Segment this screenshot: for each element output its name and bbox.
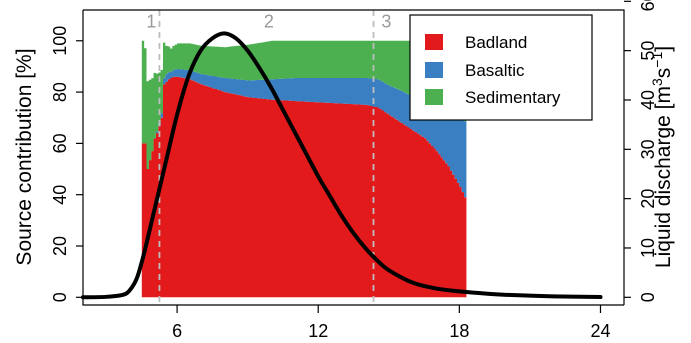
legend-swatch-sedimentary — [425, 89, 443, 105]
stacked-area-layer — [141, 40, 467, 298]
phase-label-2: 2 — [264, 12, 274, 32]
phase-label-1: 1 — [146, 12, 156, 32]
right-axis-title-sup1: 3 — [649, 78, 665, 86]
area-badland — [141, 76, 467, 298]
area-sedimentary — [141, 40, 467, 170]
left-tick-label: 100 — [50, 26, 70, 56]
right-tick-label: 0 — [638, 292, 658, 302]
right-tick-label: 20 — [638, 189, 658, 209]
plot-frame — [83, 9, 625, 305]
right-axis-title-mid: s — [652, 68, 675, 79]
phase-label-layer: 1 2 3 — [146, 12, 391, 32]
discharge-line — [81, 31, 603, 300]
plot-frame-left — [82, 10, 624, 306]
left-tick-label: 60 — [50, 133, 70, 153]
left-tick-label: 0 — [50, 292, 70, 302]
legend-swatch-basaltic — [425, 62, 443, 78]
right-y-axis: 0 10 20 30 40 50 60 — [624, 0, 658, 302]
legend-swatch-badland — [425, 34, 443, 50]
left-y-axis: 0 20 40 60 80 100 — [50, 26, 83, 302]
left-tick-label: 20 — [50, 236, 70, 256]
legend-label-sedimentary: Sedimentary — [465, 88, 561, 107]
legend-label-badland: Badland — [465, 33, 527, 52]
left-tick-label: 80 — [50, 82, 70, 102]
right-axis-title-main: Liquid discharge [m — [652, 86, 675, 268]
x-tick-label: 24 — [590, 321, 610, 341]
x-tick-label: 12 — [308, 321, 328, 341]
right-axis-title-end: ] — [652, 46, 675, 52]
legend-label-basaltic: Basaltic — [465, 61, 525, 80]
x-tick-label: 18 — [449, 321, 469, 341]
right-tick-label: 60 — [638, 0, 658, 11]
right-axis-title: Liquid discharge [m3s−1] — [649, 46, 675, 268]
right-tick-label: 50 — [638, 41, 658, 61]
x-axis: 6 12 18 24 — [172, 305, 610, 341]
phase-label-3: 3 — [381, 12, 391, 32]
left-tick-label: 40 — [50, 185, 70, 205]
left-axis-title: Source contribution [%] — [13, 48, 36, 265]
right-tick-label: 30 — [638, 139, 658, 159]
right-tick-label: 40 — [638, 90, 658, 110]
right-tick-label: 10 — [638, 238, 658, 258]
legend: Badland Basaltic Sedimentary — [409, 14, 593, 121]
right-axis-title-sup2: −1 — [649, 52, 665, 68]
x-tick-label: 6 — [172, 321, 182, 341]
area-basaltic — [141, 69, 467, 203]
